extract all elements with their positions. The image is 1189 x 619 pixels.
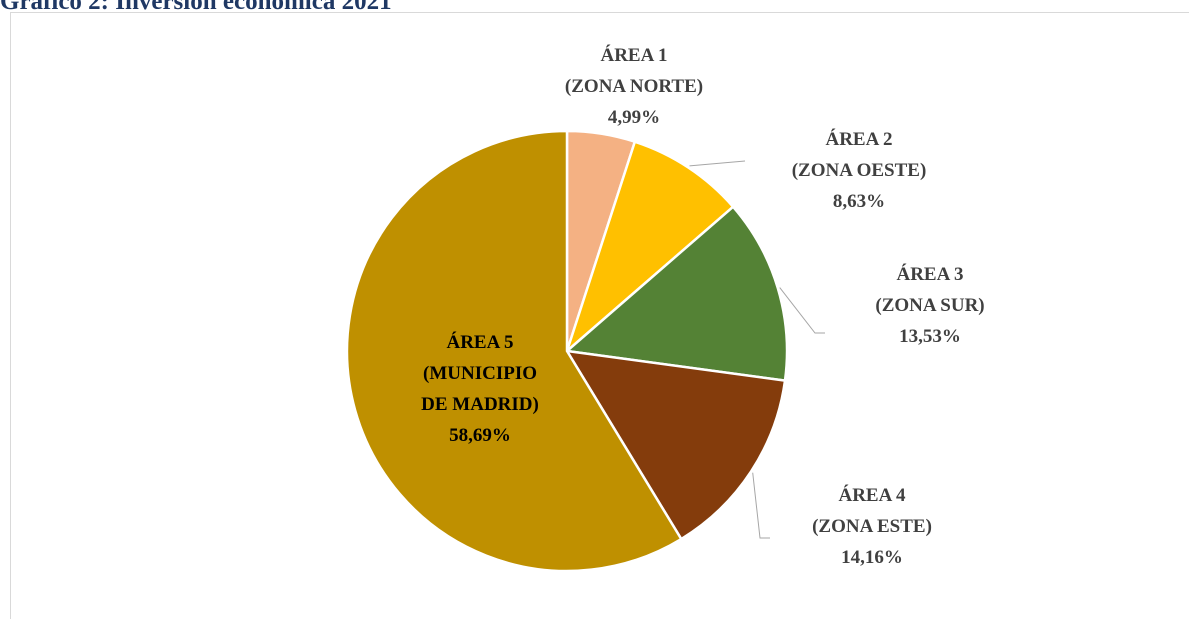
category-label: ÁREA 1 (ZONA NORTE) <box>564 45 704 97</box>
category-label: ÁREA 3 (ZONA SUR) <box>875 264 985 316</box>
value-label: 14,16% <box>841 547 903 568</box>
leader-line <box>752 472 770 539</box>
category-label: ÁREA 2 (ZONA OESTE) <box>791 129 927 181</box>
category-label: ÁREA 5 (MUNICIPIO DE MADRID) <box>421 332 539 415</box>
data-label: ÁREA 4 (ZONA ESTE) 14,16% <box>812 480 932 573</box>
value-label: 4,99% <box>607 107 661 128</box>
value-label: 58,69% <box>449 425 511 446</box>
pie-slice <box>564 204 789 383</box>
data-label: ÁREA 3 (ZONA SUR) 13,53% <box>875 259 984 352</box>
chart-title: Gráfico 2: Inversión económica 2021 <box>0 0 392 15</box>
data-label: ÁREA 1 (ZONA NORTE) 4,99% <box>565 40 703 133</box>
value-label: 13,53% <box>899 326 961 347</box>
leader-line <box>779 287 825 334</box>
pie-slice <box>564 349 787 541</box>
category-label: ÁREA 4 (ZONA ESTE) <box>812 485 932 537</box>
pie-slice <box>564 140 735 355</box>
chart-border <box>10 12 1189 619</box>
value-label: 8,63% <box>832 191 886 212</box>
pie-slice <box>345 129 683 573</box>
data-label: ÁREA 5 (MUNICIPIO DE MADRID) 58,69% <box>421 327 539 451</box>
leader-line <box>689 160 746 167</box>
data-label: ÁREA 2 (ZONA OESTE) 8,63% <box>792 124 927 217</box>
